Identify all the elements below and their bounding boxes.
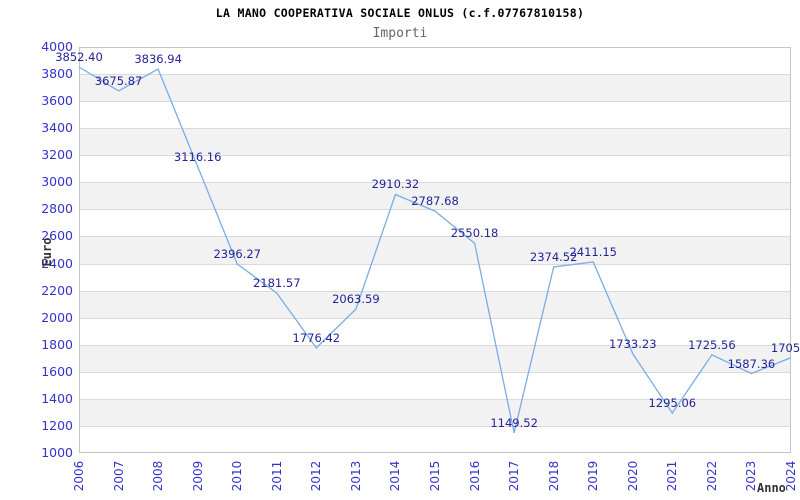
y-tick-label: 1400	[41, 390, 73, 406]
data-point-label: 1587.36	[727, 356, 776, 371]
y-tick-label: 4000	[41, 39, 73, 54]
data-point-label: 2181.57	[252, 276, 301, 291]
gridline	[80, 101, 790, 103]
x-tick-label: 2012	[309, 460, 324, 492]
y-tick-label: 1000	[41, 445, 73, 460]
data-point-label: 1295.06	[648, 396, 697, 411]
data-point-label: 1705.2	[770, 340, 800, 355]
data-point-label: 1733.23	[608, 336, 657, 351]
gridline	[80, 182, 790, 184]
x-tick-label: 2015	[428, 460, 442, 492]
x-tick-label: 2016	[467, 460, 482, 492]
data-point-label: 3852.40	[55, 49, 103, 64]
gridline	[80, 290, 790, 292]
y-tick-label: 2400	[41, 255, 73, 271]
x-tick-label: 2017	[507, 460, 522, 492]
data-point-label: 2411.15	[569, 245, 617, 260]
y-tick-label: 3600	[41, 93, 73, 109]
x-tick-label: 2011	[269, 460, 284, 492]
y-tick-label: 1800	[41, 336, 73, 352]
chart-title: LA MANO COOPERATIVA SOCIALE ONLUS (c.f.0…	[215, 6, 585, 20]
y-tick-label: 3000	[41, 174, 73, 190]
data-point-label: 2063.59	[332, 292, 380, 307]
x-tick-label: 2013	[348, 460, 363, 492]
y-tick-label: 2600	[41, 228, 73, 244]
data-point-label: 1776.42	[292, 330, 341, 345]
plot-area	[79, 47, 791, 453]
y-tick-label: 1600	[41, 363, 73, 379]
data-point-label: 2396.27	[213, 247, 261, 262]
gridline	[80, 425, 790, 427]
y-tick-label: 3800	[41, 66, 73, 82]
x-tick-label: 2021	[665, 460, 680, 492]
data-point-label: 3836.94	[134, 52, 182, 67]
gridline	[80, 236, 790, 238]
y-tick-label: 1200	[41, 417, 73, 433]
y-tick-label: 2800	[41, 201, 73, 217]
x-tick-label: 2006	[72, 460, 86, 492]
x-tick-label: 2008	[151, 460, 166, 492]
gridline	[80, 74, 790, 76]
data-point-label: 3675.87	[94, 73, 143, 88]
y-axis-title: Euro	[40, 237, 54, 267]
x-tick-label: 2020	[625, 460, 640, 492]
x-tick-label: 2019	[586, 460, 601, 492]
gridline	[80, 317, 790, 319]
x-axis-title: Anno	[757, 481, 786, 495]
gridline	[80, 371, 790, 373]
data-point-label: 2787.68	[411, 194, 459, 209]
data-point-label: 2374.52	[529, 249, 578, 264]
y-tick-label: 3400	[41, 120, 73, 136]
x-tick-label: 2009	[190, 460, 205, 492]
gridline	[80, 128, 790, 130]
plot-band	[80, 74, 790, 102]
data-point-label: 3116.16	[173, 149, 222, 164]
y-tick-label: 2200	[41, 282, 73, 298]
x-tick-label: 2018	[546, 460, 561, 492]
plot-band	[80, 290, 790, 318]
gridline	[80, 263, 790, 265]
gridline	[80, 209, 790, 211]
x-tick-label: 2007	[111, 460, 126, 492]
x-tick-label: 2010	[230, 460, 245, 492]
data-point-label: 1725.56	[688, 337, 736, 352]
x-tick-label: 2014	[388, 460, 403, 492]
x-tick-label: 2022	[704, 460, 719, 492]
chart-subtitle: Importi	[372, 26, 428, 41]
y-tick-label: 2000	[41, 309, 73, 325]
plot-band	[80, 236, 790, 264]
data-point-label: 1149.52	[490, 415, 538, 430]
y-tick-label: 3200	[41, 147, 73, 163]
data-point-label: 2550.18	[450, 226, 499, 241]
data-point-label: 2910.32	[371, 177, 420, 192]
